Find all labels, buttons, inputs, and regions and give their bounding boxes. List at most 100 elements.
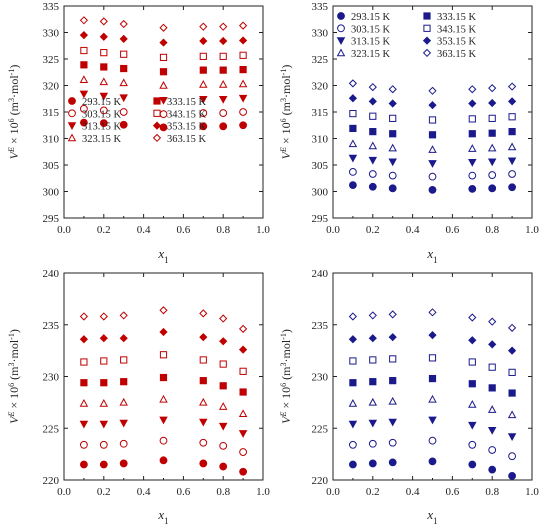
data-point xyxy=(348,94,358,103)
data-point xyxy=(219,109,228,117)
legend-marker xyxy=(67,133,77,142)
data-point xyxy=(388,143,397,152)
data-point xyxy=(199,80,208,88)
data-point xyxy=(239,367,247,375)
series-2 xyxy=(79,416,248,438)
data-point xyxy=(349,167,357,176)
legend-marker xyxy=(422,48,432,58)
y-tick-label: 310 xyxy=(312,134,329,146)
x-tick-label: 1.0 xyxy=(525,486,539,498)
data-point xyxy=(99,460,108,469)
data-point xyxy=(468,358,476,366)
data-point xyxy=(488,384,496,392)
y-tick-label: 220 xyxy=(312,475,329,487)
data-point xyxy=(99,17,108,26)
x-axis-label: x1 xyxy=(157,246,168,265)
data-point xyxy=(199,459,208,468)
y-tick-label: 230 xyxy=(43,372,60,384)
data-point xyxy=(488,171,497,179)
data-point xyxy=(389,114,397,122)
data-point xyxy=(119,439,128,448)
data-point xyxy=(488,340,497,349)
legend-label: 303.15 K xyxy=(351,24,391,35)
legend-label: 343.15 K xyxy=(167,109,207,120)
series-3 xyxy=(348,394,517,419)
data-point xyxy=(218,80,228,88)
data-point xyxy=(199,309,208,318)
data-point xyxy=(219,441,228,450)
data-point xyxy=(428,308,437,317)
data-point xyxy=(159,123,168,132)
y-tick-label: 225 xyxy=(43,423,60,435)
legend-label: 343.15 K xyxy=(437,24,477,35)
y-tick-label: 325 xyxy=(312,54,329,66)
data-point xyxy=(508,170,516,178)
x-tick-label: 0.0 xyxy=(57,486,71,498)
legend-marker xyxy=(67,122,77,131)
series-2 xyxy=(348,154,517,168)
data-point xyxy=(100,63,108,71)
data-point xyxy=(159,53,168,62)
data-point xyxy=(487,143,497,152)
y-tick-label: 240 xyxy=(312,268,329,280)
data-point xyxy=(159,327,168,337)
data-point xyxy=(238,36,248,45)
y-tick-label: 220 xyxy=(43,475,60,487)
data-point xyxy=(218,422,228,431)
data-point xyxy=(508,183,516,192)
data-point xyxy=(368,334,377,343)
data-point xyxy=(368,397,378,406)
x-tick-label: 0.2 xyxy=(97,224,111,236)
series-1 xyxy=(349,436,516,461)
data-point xyxy=(239,121,248,130)
series-5 xyxy=(80,46,247,62)
legend-label: 323.15 K xyxy=(82,134,122,145)
data-point xyxy=(488,465,497,474)
legend-marker xyxy=(152,133,162,143)
data-point xyxy=(488,84,497,93)
data-point xyxy=(389,377,397,385)
legend-label: 293.15 K xyxy=(82,97,122,108)
data-point xyxy=(388,438,397,447)
x-tick-label: 0.0 xyxy=(57,224,71,236)
data-point xyxy=(159,436,168,445)
data-point xyxy=(428,436,437,445)
data-point xyxy=(159,351,168,359)
x-tick-label: 0.6 xyxy=(177,224,191,236)
data-point xyxy=(159,110,168,119)
y-tick-label: 315 xyxy=(43,107,60,119)
data-point xyxy=(349,181,357,190)
data-point xyxy=(348,139,358,148)
series-7 xyxy=(79,306,248,333)
data-point xyxy=(507,142,517,151)
data-point xyxy=(508,128,516,136)
series-0 xyxy=(80,118,248,132)
data-point xyxy=(468,440,477,449)
data-point xyxy=(199,52,207,60)
data-point xyxy=(508,368,516,376)
legend-marker xyxy=(336,48,346,57)
data-point xyxy=(388,171,397,180)
data-point xyxy=(348,154,358,163)
data-point xyxy=(218,95,228,104)
series-3 xyxy=(79,75,248,89)
data-point xyxy=(388,458,397,467)
legend-marker xyxy=(337,24,345,33)
x-tick-label: 1.0 xyxy=(256,486,270,498)
data-point xyxy=(428,457,437,466)
y-axis-label: VE × 106 (m3·mol-1) xyxy=(7,65,22,160)
data-point xyxy=(219,66,227,74)
data-point xyxy=(428,172,437,181)
x-tick-label: 1.0 xyxy=(525,224,539,236)
series-7 xyxy=(348,79,517,95)
legend-label: 313.15 K xyxy=(351,37,391,48)
data-point xyxy=(428,131,437,139)
data-point xyxy=(159,97,168,105)
legend-label: 313.15 K xyxy=(82,122,122,133)
data-point xyxy=(488,114,496,122)
data-point xyxy=(428,354,437,362)
data-point xyxy=(368,170,377,178)
x-tick-label: 0.8 xyxy=(216,486,230,498)
data-point xyxy=(388,333,397,342)
legend-label: 323.15 K xyxy=(351,49,391,60)
